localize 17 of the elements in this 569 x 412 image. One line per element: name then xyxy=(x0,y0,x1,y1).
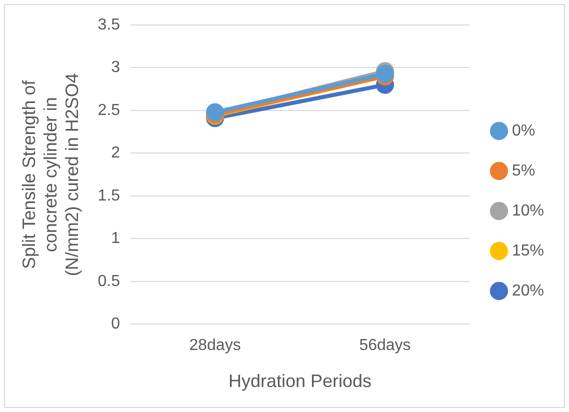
y-tick-label: 0.5 xyxy=(98,272,120,290)
x-tick-label: 56days xyxy=(359,337,411,354)
legend-label: 0% xyxy=(512,122,536,140)
y-tick-label: 1 xyxy=(111,230,120,248)
y-tick-label: 0 xyxy=(111,316,120,333)
x-axis-title: Hydration Periods xyxy=(228,371,372,392)
x-tick-label: 28days xyxy=(189,337,241,354)
y-axis-title: Split Tensile Strength of concrete cylinder in (N/mm2) cured in H2SO4 xyxy=(18,73,82,276)
y-tick-label: 3 xyxy=(111,59,120,76)
y-tick-label: 1.5 xyxy=(98,187,120,204)
legend-label: 10% xyxy=(512,202,544,220)
y-tick-label: 2 xyxy=(111,144,120,162)
legend-label: 5% xyxy=(512,162,536,180)
y-tick-label: 2.5 xyxy=(98,102,120,119)
legend-label: 20% xyxy=(512,282,544,300)
legend-label: 15% xyxy=(512,242,544,260)
y-tick-label: 3.5 xyxy=(98,16,120,34)
